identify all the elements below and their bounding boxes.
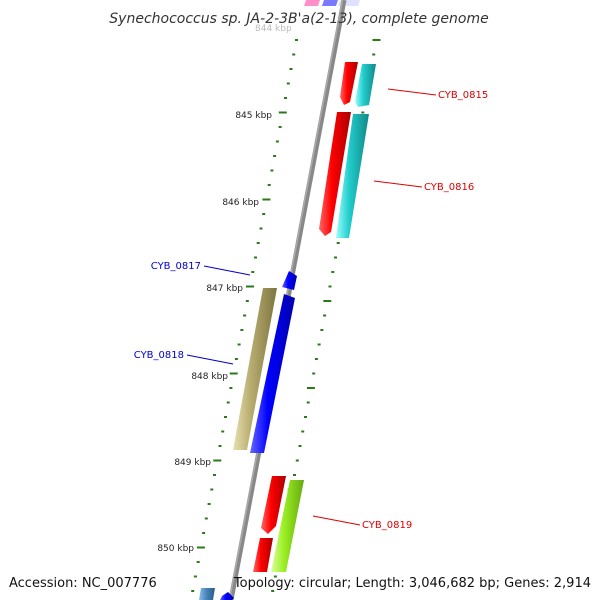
gene-arrow[interactable] bbox=[355, 64, 376, 107]
gene-arrow[interactable] bbox=[250, 294, 295, 453]
partial-genes-bottom bbox=[199, 588, 234, 600]
faded-gene-group bbox=[304, 0, 360, 6]
leader-line bbox=[186, 354, 234, 365]
gene-arrow[interactable] bbox=[319, 112, 351, 236]
gene-arrow[interactable] bbox=[261, 476, 286, 534]
leader-line bbox=[203, 265, 251, 276]
genome-summary-text: Topology: circular; Length: 3,046,682 bp… bbox=[233, 576, 591, 591]
scale-label: 848 kbp bbox=[191, 372, 228, 382]
map-title: Synechococcus sp. JA-2-3B'a(2-13), compl… bbox=[109, 11, 488, 27]
leader-line bbox=[312, 515, 361, 526]
leader-line bbox=[387, 88, 437, 96]
left-scale-ticks bbox=[191, 39, 298, 592]
gene-CYB_0817[interactable] bbox=[282, 271, 297, 290]
scale-label: 847 kbp bbox=[206, 284, 243, 294]
gene-arrow[interactable] bbox=[220, 592, 234, 600]
gene-label-CYB_0819[interactable]: CYB_0819 bbox=[362, 520, 412, 531]
gene-arrow[interactable] bbox=[304, 0, 320, 6]
gene-label-CYB_0818[interactable]: CYB_0818 bbox=[134, 350, 184, 361]
gene-CYB_0818[interactable] bbox=[233, 288, 295, 453]
gene-CYB_0815[interactable] bbox=[340, 62, 376, 107]
gene-CYB_0816[interactable] bbox=[319, 112, 369, 238]
gene-arrow[interactable] bbox=[271, 480, 304, 572]
gene-label-CYB_0816[interactable]: CYB_0816 bbox=[424, 182, 474, 193]
gene-arrow[interactable] bbox=[322, 0, 338, 6]
leader-line bbox=[373, 180, 423, 188]
gene-arrow[interactable] bbox=[340, 62, 358, 105]
scale-label-faded: 844 kbp bbox=[255, 24, 292, 34]
gene-arrow[interactable] bbox=[282, 271, 297, 290]
gene-arrow[interactable] bbox=[336, 114, 369, 238]
scale-label: 845 kbp bbox=[235, 111, 272, 121]
gene-label-CYB_0815[interactable]: CYB_0815 bbox=[438, 90, 488, 101]
scale-label: 850 kbp bbox=[157, 544, 194, 554]
gene-arrow[interactable] bbox=[233, 288, 277, 450]
accession-text: Accession: NC_007776 bbox=[9, 576, 157, 591]
gene-arrow[interactable] bbox=[253, 538, 273, 572]
gene-label-CYB_0817[interactable]: CYB_0817 bbox=[151, 261, 201, 272]
scale-label: 849 kbp bbox=[174, 458, 211, 468]
scale-label: 846 kbp bbox=[222, 198, 259, 208]
gene-arrow[interactable] bbox=[199, 588, 215, 600]
gene-CYB_0819[interactable] bbox=[253, 476, 304, 572]
